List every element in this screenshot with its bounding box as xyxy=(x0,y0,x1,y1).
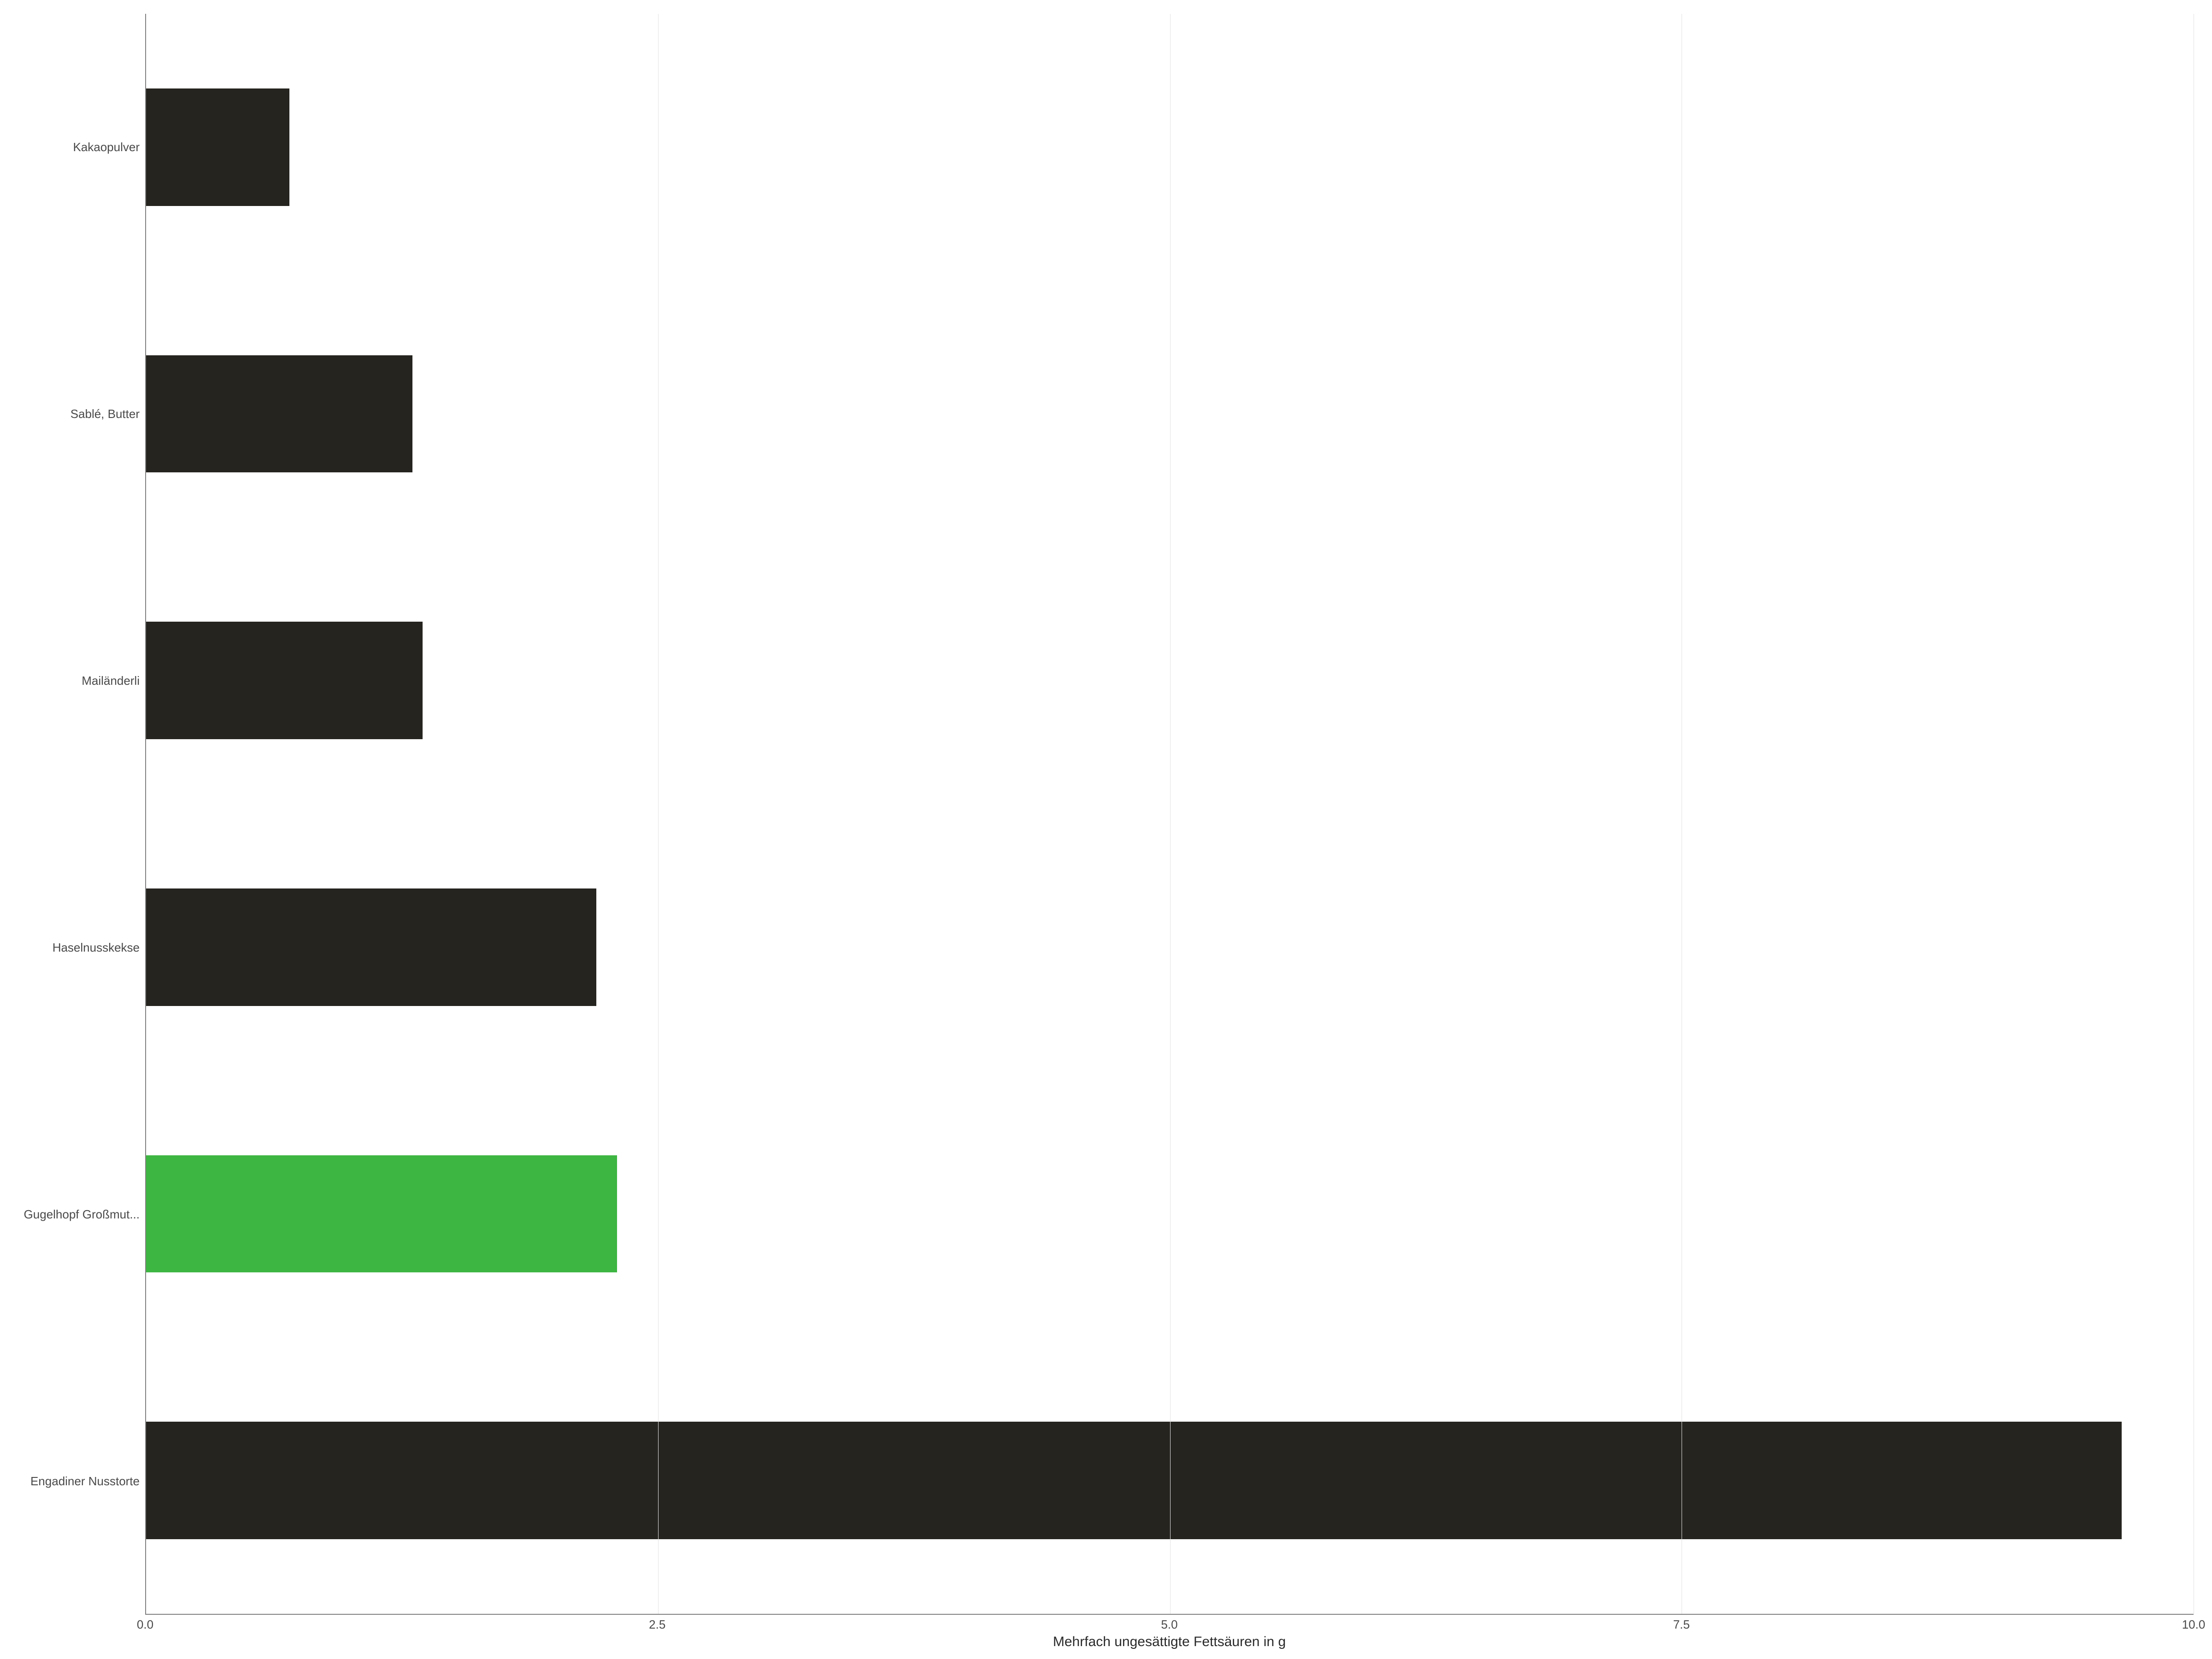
bar xyxy=(146,88,289,206)
y-tick-label: Kakaopulver xyxy=(9,140,140,154)
x-tick-label: 0.0 xyxy=(137,1618,153,1632)
plot-area xyxy=(145,14,2194,1615)
x-axis-title: Mehrfach ungesättigte Fettsäuren in g xyxy=(145,1634,2194,1650)
bar xyxy=(146,1155,617,1273)
y-axis-labels: Kakaopulver Sablé, Butter Mailänderli Hasel… xyxy=(9,14,145,1615)
x-title-row: Mehrfach ungesättigte Fettsäuren in g xyxy=(9,1634,2194,1650)
x-tick-label: 2.5 xyxy=(649,1618,665,1632)
y-tick-label: Haselnusskekse xyxy=(9,941,140,955)
x-tick-label: 5.0 xyxy=(1161,1618,1177,1632)
gridline-vertical xyxy=(658,14,659,1614)
plot-row: Kakaopulver Sablé, Butter Mailänderli Hasel… xyxy=(9,14,2194,1615)
x-tick-label: 10.0 xyxy=(2182,1618,2206,1632)
bar xyxy=(146,1422,2122,1539)
y-tick-label: Gugelhopf Großmut... xyxy=(9,1207,140,1222)
x-axis: 0.02.55.07.510.0 xyxy=(145,1615,2194,1632)
bar xyxy=(146,355,412,473)
bar xyxy=(146,622,423,739)
y-tick-label: Engadiner Nusstorte xyxy=(9,1474,140,1488)
x-axis-row: 0.02.55.07.510.0 xyxy=(9,1615,2194,1632)
gridline-vertical xyxy=(1170,14,1171,1614)
y-tick-label: Sablé, Butter xyxy=(9,407,140,421)
bar xyxy=(146,888,596,1006)
chart-container: Kakaopulver Sablé, Butter Mailänderli Hasel… xyxy=(0,0,2212,1659)
axis-spacer xyxy=(9,1615,145,1632)
axis-spacer xyxy=(9,1634,145,1650)
x-tick-label: 7.5 xyxy=(1673,1618,1690,1632)
y-tick-label: Mailänderli xyxy=(9,674,140,688)
